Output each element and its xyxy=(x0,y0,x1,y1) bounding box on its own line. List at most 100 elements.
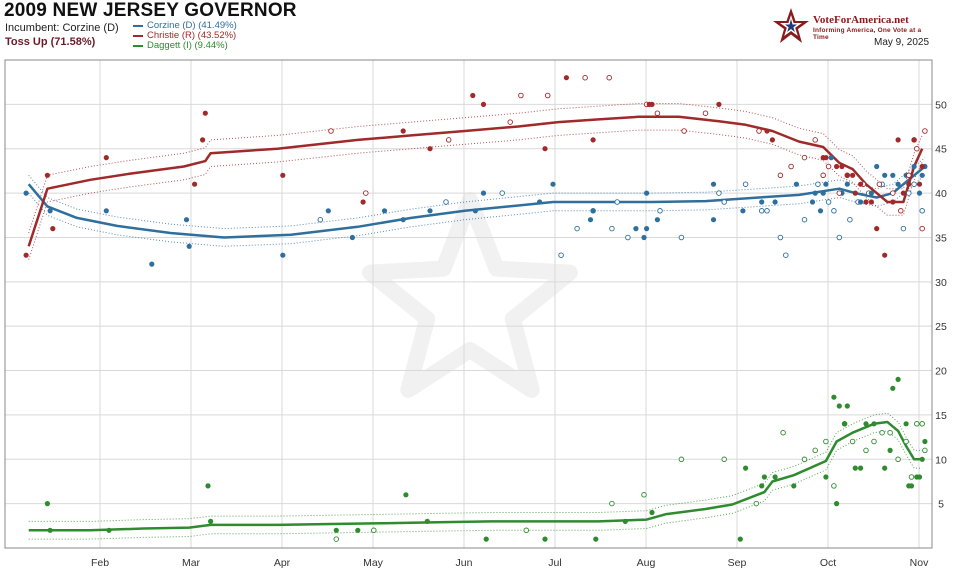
poll-point xyxy=(472,208,478,214)
site-logo[interactable]: VoteForAmerica.net Informing America, On… xyxy=(771,6,931,46)
poll-point xyxy=(470,92,476,99)
logo-tagline: Informing America, One Vote at a Time xyxy=(813,27,922,41)
grid-lines xyxy=(5,60,932,548)
poll-point xyxy=(50,226,56,232)
legend-item-corzine: Corzine (D) (41.49%) xyxy=(133,21,237,31)
poll-point xyxy=(916,190,923,196)
poll-point-open xyxy=(681,128,687,134)
poll-point-open xyxy=(831,208,837,214)
poll-point-open xyxy=(328,128,334,134)
poll-point-open xyxy=(716,190,722,196)
poll-point xyxy=(743,465,749,471)
poll-point-open xyxy=(753,500,760,507)
poll-point-open xyxy=(831,483,837,489)
poll-point-open xyxy=(820,172,826,179)
y-tick-label: 45 xyxy=(935,144,947,156)
confidence-band-upper xyxy=(28,103,923,234)
confidence-band-lower xyxy=(28,430,923,540)
legend-swatch xyxy=(133,25,143,27)
poll-point xyxy=(381,208,388,214)
poll-point xyxy=(828,155,834,161)
x-tick-label: Sep xyxy=(728,557,747,569)
poll-point xyxy=(834,501,840,507)
x-tick-label: Mar xyxy=(182,557,201,569)
poll-point-open xyxy=(906,190,912,196)
poll-point xyxy=(480,101,487,107)
poll-point-open xyxy=(836,234,843,241)
confidence-band-upper xyxy=(28,412,923,522)
trend-line-christie xyxy=(27,115,924,247)
poll-point xyxy=(542,536,548,542)
poll-point xyxy=(325,208,331,214)
poll-point xyxy=(44,172,51,178)
poll-point xyxy=(590,137,596,143)
poll-point xyxy=(563,75,570,81)
poll-point xyxy=(812,190,818,196)
poll-point xyxy=(895,137,901,143)
poll-point-open xyxy=(371,527,377,534)
legend-swatch xyxy=(133,35,143,37)
poll-point-open xyxy=(702,110,709,116)
poll-point-open xyxy=(914,145,920,152)
poll-point-open xyxy=(544,92,551,99)
poll-point xyxy=(761,474,768,480)
poll-point-open xyxy=(908,474,915,480)
poll-point-open xyxy=(756,128,762,134)
y-tick-label: 10 xyxy=(935,454,947,466)
poll-point xyxy=(903,421,909,427)
poll-point-open xyxy=(777,172,784,179)
y-tick-label: 15 xyxy=(935,410,947,422)
poll-point xyxy=(834,163,840,170)
poll-point-open xyxy=(625,234,631,241)
poll-point-open xyxy=(879,429,885,436)
poll-point xyxy=(587,217,594,223)
poll-point xyxy=(852,465,858,471)
poll-point xyxy=(895,181,901,187)
y-tick-label: 40 xyxy=(935,188,947,200)
poll-point xyxy=(550,181,556,187)
poll-point-open xyxy=(911,181,917,187)
star-watermark-icon xyxy=(362,192,578,398)
confidence-band-upper xyxy=(28,157,926,230)
confidence-bands xyxy=(28,103,926,540)
poll-point-open xyxy=(641,492,647,498)
poll-point xyxy=(403,492,409,498)
poll-point xyxy=(852,190,858,196)
poll-point xyxy=(654,217,661,223)
poll-point-open xyxy=(609,500,615,507)
legend-label: Daggett (I) (9.44%) xyxy=(147,40,228,51)
poll-point-open xyxy=(876,181,883,187)
trend-lines xyxy=(27,115,926,532)
y-axis-ticks: 5 10 15 20 25 30 35 40 45 50 xyxy=(935,99,947,510)
x-tick-label: Nov xyxy=(910,557,929,569)
poll-point xyxy=(836,403,842,409)
x-tick-label: Jun xyxy=(456,557,473,569)
poll-point xyxy=(882,465,888,471)
poll-point xyxy=(919,456,925,462)
poll-point xyxy=(858,199,864,205)
poll-point xyxy=(355,527,361,533)
poll-point xyxy=(911,137,917,143)
poll-point xyxy=(882,172,888,178)
y-tick-label: 25 xyxy=(935,321,947,333)
y-tick-label: 30 xyxy=(935,277,947,289)
poll-point-open xyxy=(825,163,832,170)
poll-point xyxy=(793,181,800,187)
star-logo-icon xyxy=(773,8,809,43)
poll-point-open xyxy=(812,137,818,143)
poll-point xyxy=(106,527,112,533)
poll-point-open xyxy=(518,92,524,99)
x-tick-label: May xyxy=(363,557,384,569)
poll-point xyxy=(360,199,366,205)
poll-point xyxy=(759,483,765,489)
poll-point xyxy=(23,190,29,196)
poll-point xyxy=(906,181,912,187)
poll-points xyxy=(23,74,928,542)
poll-point xyxy=(900,190,907,196)
poll-point-open xyxy=(914,421,920,427)
poll-point xyxy=(844,172,850,178)
poll-point xyxy=(103,155,109,161)
poll-point xyxy=(593,536,599,542)
poll-point xyxy=(842,421,848,427)
